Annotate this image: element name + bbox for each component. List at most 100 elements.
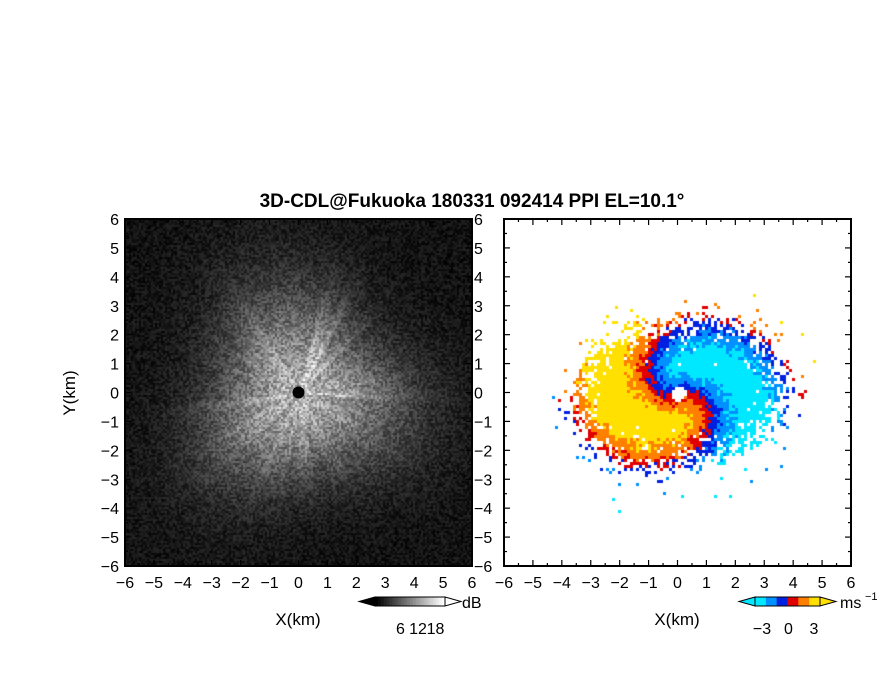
x-tick-label: −1	[639, 575, 657, 592]
x-tick-label: 1	[702, 575, 711, 592]
x-tick-label: −4	[174, 575, 192, 592]
colorbar-segment	[404, 597, 408, 606]
velocity-colorbar: −3 0 3 ms −1	[737, 591, 878, 638]
colorbar-segment	[410, 597, 414, 606]
colorbar-tick-label: 6	[396, 621, 405, 638]
colorbar-tick-label: −3	[753, 621, 771, 638]
colorbar-arrow-left	[357, 596, 376, 607]
y-tick-label-middle: −4	[474, 501, 492, 518]
y-tick-label-middle: 6	[474, 212, 483, 229]
colorbar-segment	[395, 597, 399, 606]
x-tick-label: −2	[611, 575, 629, 592]
colorbar-segment	[809, 597, 821, 606]
colorbar-segment	[401, 597, 405, 606]
y-tick-label: −5	[101, 530, 119, 547]
colorbar-segment	[427, 597, 431, 606]
y-tick-label-middle: 0	[474, 386, 483, 403]
y-tick-label: −2	[101, 443, 119, 460]
reflectivity-panel: −6 −5 −4 −3 −2 −1 0 1 2 3 4 5 6 −6 −5 −4 −3 −2 −1 0 1 2 3 4 5 6	[101, 212, 477, 592]
chart-title: 3D-CDL@Fukuoka 180331 092414 PPI EL=10.1…	[260, 191, 685, 212]
x-tick-label: 3	[381, 575, 390, 592]
colorbar-segment	[415, 597, 420, 606]
colorbar-segment	[377, 597, 382, 606]
x-tick-label: 2	[731, 575, 740, 592]
x-tick-label: −5	[524, 575, 542, 592]
y-tick-label: 2	[110, 328, 119, 345]
x-tick-label: 5	[818, 575, 827, 592]
y-tick-label: 5	[110, 241, 119, 258]
x-tick-label: −6	[495, 575, 513, 592]
x-tick-label: 6	[468, 575, 477, 592]
colorbar-arrow-right	[819, 596, 838, 607]
colorbar-frame	[374, 596, 446, 607]
colorbar-segment	[407, 597, 411, 606]
colorbar-segment	[439, 597, 443, 606]
colorbar-arrow-right	[444, 596, 463, 607]
colorbar-segment	[380, 597, 385, 606]
y-tick-label-middle: −5	[474, 530, 492, 547]
colorbar-segment	[383, 597, 388, 606]
x-tick-label: 4	[410, 575, 419, 592]
x-tick-label: −4	[553, 575, 571, 592]
x-tick-label: −2	[232, 575, 250, 592]
colorbar-segment	[389, 597, 393, 606]
left-ylabel: Y(km)	[60, 370, 79, 415]
right-xlabel: X(km)	[654, 610, 699, 629]
colorbar-frame	[754, 596, 821, 607]
x-tick-label: −3	[582, 575, 600, 592]
x-tick-label: 3	[760, 575, 769, 592]
x-tick-label: 5	[439, 575, 448, 592]
colorbar-tick-label: 0	[784, 621, 793, 638]
y-tick-label: 3	[110, 299, 119, 316]
y-tick-label-middle: 2	[474, 328, 483, 345]
colorbar-segment	[392, 597, 396, 606]
colorbar-segment	[398, 597, 402, 606]
colorbar-segment	[798, 597, 810, 606]
radar-site-marker	[292, 386, 305, 399]
colorbar-tick-label: 18	[427, 621, 445, 638]
y-tick-label-middle: 5	[474, 241, 483, 258]
y-tick-label-middle: −6	[474, 559, 492, 576]
x-tick-label: 0	[673, 575, 682, 592]
colorbar-tick-label: 12	[409, 621, 427, 638]
y-tick-label: 1	[110, 357, 119, 374]
x-tick-label: −3	[203, 575, 221, 592]
y-tick-label: 6	[110, 212, 119, 229]
x-tick-label: 6	[847, 575, 856, 592]
y-tick-label: −4	[101, 501, 119, 518]
colorbar-segment	[436, 597, 440, 606]
y-tick-label-middle: −2	[474, 443, 492, 460]
y-tick-label-middle: −1	[474, 414, 492, 431]
x-tick-label: −6	[116, 575, 134, 592]
x-tick-label: 2	[352, 575, 361, 592]
x-tick-label: 0	[294, 575, 303, 592]
velocity-panel: −6 −5 −4 −3 −2 −1 0 1 2 3 4 5 6 −6 −5 −4 −3 −2 −1 0 1 2 3 4 5 6	[474, 212, 856, 592]
colorbar-tick-label: 3	[810, 621, 819, 638]
y-tick-label-middle: 3	[474, 299, 483, 316]
colorbar-segment	[433, 597, 437, 606]
colorbar-segment	[430, 597, 434, 606]
colorbar-segment	[421, 597, 425, 606]
colorbar-unit: dB	[462, 595, 482, 612]
colorbar-segment	[424, 597, 428, 606]
velocity-image	[504, 219, 851, 566]
colorbar-segment	[776, 597, 788, 606]
colorbar-unit-exponent: −1	[865, 591, 878, 603]
y-tick-label: 0	[110, 386, 119, 403]
y-tick-label: −6	[101, 559, 119, 576]
x-tick-label: 4	[789, 575, 798, 592]
reflectivity-colorbar: 6 12 18 dB	[357, 595, 482, 638]
colorbar-segment	[765, 597, 778, 606]
colorbar-segment	[442, 597, 446, 606]
colorbar-segment	[412, 597, 417, 606]
y-tick-label-middle: 4	[474, 270, 483, 287]
x-tick-label: −1	[260, 575, 278, 592]
colorbar-segment	[755, 597, 767, 606]
y-tick-label-middle: −3	[474, 472, 492, 489]
y-tick-label-middle: 1	[474, 357, 483, 374]
colorbar-segment	[375, 597, 379, 606]
left-xlabel: X(km)	[275, 610, 320, 629]
colorbar-segment	[386, 597, 390, 606]
colorbar-unit: ms	[840, 595, 861, 612]
